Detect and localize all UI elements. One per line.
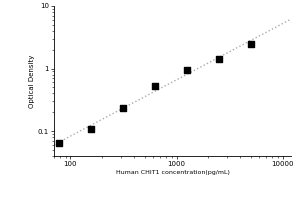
Point bbox=[216, 58, 221, 61]
Point bbox=[248, 42, 253, 45]
X-axis label: Human CHIT1 concentration(pg/mL): Human CHIT1 concentration(pg/mL) bbox=[116, 170, 230, 175]
Point bbox=[152, 85, 157, 88]
Point bbox=[57, 141, 62, 144]
Point bbox=[88, 127, 93, 130]
Y-axis label: Optical Density: Optical Density bbox=[29, 54, 35, 108]
Point bbox=[184, 68, 189, 72]
Point bbox=[121, 107, 125, 110]
